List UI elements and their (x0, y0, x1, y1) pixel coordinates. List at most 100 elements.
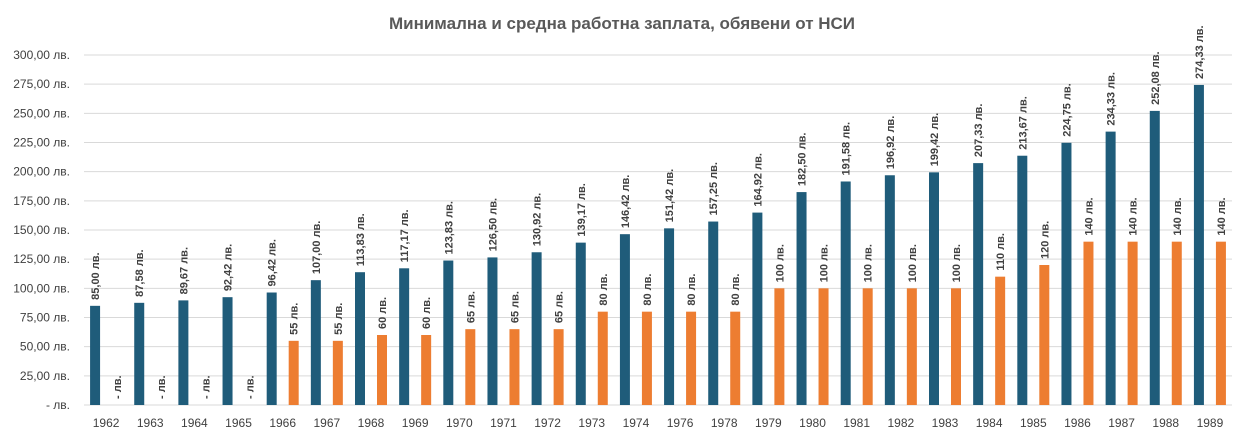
data-label: 100 лв. (951, 244, 963, 282)
data-label: 100 лв. (774, 244, 786, 282)
data-label: 139,17 лв. (576, 183, 588, 237)
y-tick-label: 300,00 лв. (13, 48, 70, 62)
x-tick-label: 1968 (358, 416, 385, 430)
bar-minimum-wage (1215, 241, 1226, 405)
bar-average-wage (90, 305, 101, 405)
y-tick-label: 75,00 лв. (20, 311, 70, 325)
y-tick-label: 50,00 лв. (20, 340, 70, 354)
data-label: 157,25 лв. (708, 162, 720, 216)
bar-minimum-wage (465, 329, 476, 405)
bar-minimum-wage (862, 288, 873, 405)
data-label: 60 лв. (377, 297, 389, 329)
data-label: 80 лв. (598, 274, 610, 306)
x-tick-label: 1982 (887, 416, 914, 430)
bar-average-wage (708, 221, 719, 405)
data-label: - лв. (245, 375, 257, 399)
bar-minimum-wage (421, 335, 432, 405)
data-label: 252,08 лв. (1150, 51, 1162, 105)
bar-minimum-wage (377, 335, 387, 405)
data-label: 164,92 лв. (752, 153, 764, 207)
x-tick-label: 1988 (1152, 416, 1179, 430)
x-tick-label: 1969 (402, 416, 429, 430)
bar-minimum-wage (951, 288, 961, 405)
data-label: 55 лв. (333, 303, 345, 335)
data-label: 100 лв. (819, 244, 831, 282)
y-tick-label: 225,00 лв. (13, 136, 70, 150)
data-label: 151,42 лв. (664, 169, 676, 223)
data-label: 65 лв. (465, 291, 477, 323)
bar-minimum-wage (995, 276, 1006, 405)
x-tick-label: 1963 (137, 416, 164, 430)
bars (90, 84, 1226, 406)
x-tick-label: 1983 (932, 416, 959, 430)
bar-minimum-wage (1039, 265, 1050, 405)
x-tick-label: 1978 (711, 416, 738, 430)
chart-title: Минимална и средна работна заплата, обяв… (389, 14, 855, 33)
x-tick-label: 1980 (799, 416, 826, 430)
data-label: 123,83 лв. (443, 201, 455, 255)
data-label: 80 лв. (730, 274, 742, 306)
bar-average-wage (1061, 142, 1072, 405)
x-axis-ticks: 1962 1963 1964 1965 1966 1967 1968 1969 1970 1971… (93, 416, 1224, 430)
data-label: 224,75 лв. (1061, 83, 1073, 137)
data-label: 199,42 лв. (929, 113, 941, 167)
bar-average-wage (884, 175, 895, 405)
bar-minimum-wage (553, 329, 564, 405)
gridlines (84, 54, 1232, 406)
x-tick-label: 1970 (446, 416, 473, 430)
bar-average-wage (619, 234, 630, 405)
bar-average-wage (664, 228, 675, 405)
x-tick-label: 1965 (225, 416, 252, 430)
y-axis-ticks: - лв. 25,00 лв. 50,00 лв. 75,00 лв. 100,00 л… (13, 48, 70, 412)
bar-average-wage (443, 260, 454, 405)
data-label: 234,33 лв. (1106, 72, 1118, 126)
data-label: 89,67 лв. (178, 247, 190, 294)
data-label: 146,42 лв. (620, 175, 632, 229)
x-tick-label: 1987 (1108, 416, 1135, 430)
data-label: 140 лв. (1083, 197, 1095, 235)
x-tick-label: 1986 (1064, 416, 1091, 430)
data-label: 60 лв. (421, 297, 433, 329)
data-label: 80 лв. (686, 274, 698, 306)
data-label: 100 лв. (863, 244, 875, 282)
bar-average-wage (222, 297, 233, 405)
bar-average-wage (134, 302, 145, 405)
x-tick-label: 1972 (534, 416, 561, 430)
data-label: 80 лв. (642, 274, 654, 306)
x-tick-label: 1989 (1197, 416, 1224, 430)
bar-average-wage (1105, 131, 1116, 406)
data-label: 117,17 лв. (399, 209, 411, 262)
y-tick-label: 250,00 лв. (13, 106, 70, 120)
x-tick-label: 1979 (755, 416, 782, 430)
x-tick-label: 1966 (269, 416, 296, 430)
x-tick-label: 1985 (1020, 416, 1047, 430)
data-label: 55 лв. (289, 303, 301, 335)
bar-minimum-wage (1083, 241, 1094, 405)
y-tick-label: 25,00 лв. (20, 369, 70, 383)
data-label: 140 лв. (1172, 197, 1184, 235)
x-tick-label: 1974 (623, 416, 650, 430)
data-label: 110 лв. (995, 233, 1007, 271)
data-labels: 85,00 лв. - лв. 87,58 лв. - лв. 89,67 лв. - л… (90, 25, 1228, 399)
bar-minimum-wage (774, 288, 785, 405)
bar-minimum-wage (906, 288, 917, 405)
x-tick-label: 1967 (313, 416, 340, 430)
bar-average-wage (575, 242, 586, 405)
data-label: 130,92 лв. (532, 193, 544, 247)
y-tick-label: 200,00 лв. (13, 165, 70, 179)
bar-average-wage (1149, 110, 1160, 405)
bar-minimum-wage (641, 311, 652, 405)
x-tick-label: 1973 (578, 416, 605, 430)
x-tick-label: 1976 (667, 416, 694, 430)
data-label: - лв. (200, 375, 212, 399)
bar-average-wage (1193, 84, 1204, 405)
data-label: 191,58 лв. (841, 122, 853, 176)
bar-average-wage (310, 280, 321, 405)
data-label: - лв. (112, 375, 124, 399)
data-label: 85,00 лв. (90, 252, 102, 299)
data-label: 213,67 лв. (1017, 96, 1029, 150)
bar-average-wage (929, 172, 939, 405)
data-label: 100 лв. (907, 244, 919, 282)
bar-minimum-wage (509, 329, 520, 405)
